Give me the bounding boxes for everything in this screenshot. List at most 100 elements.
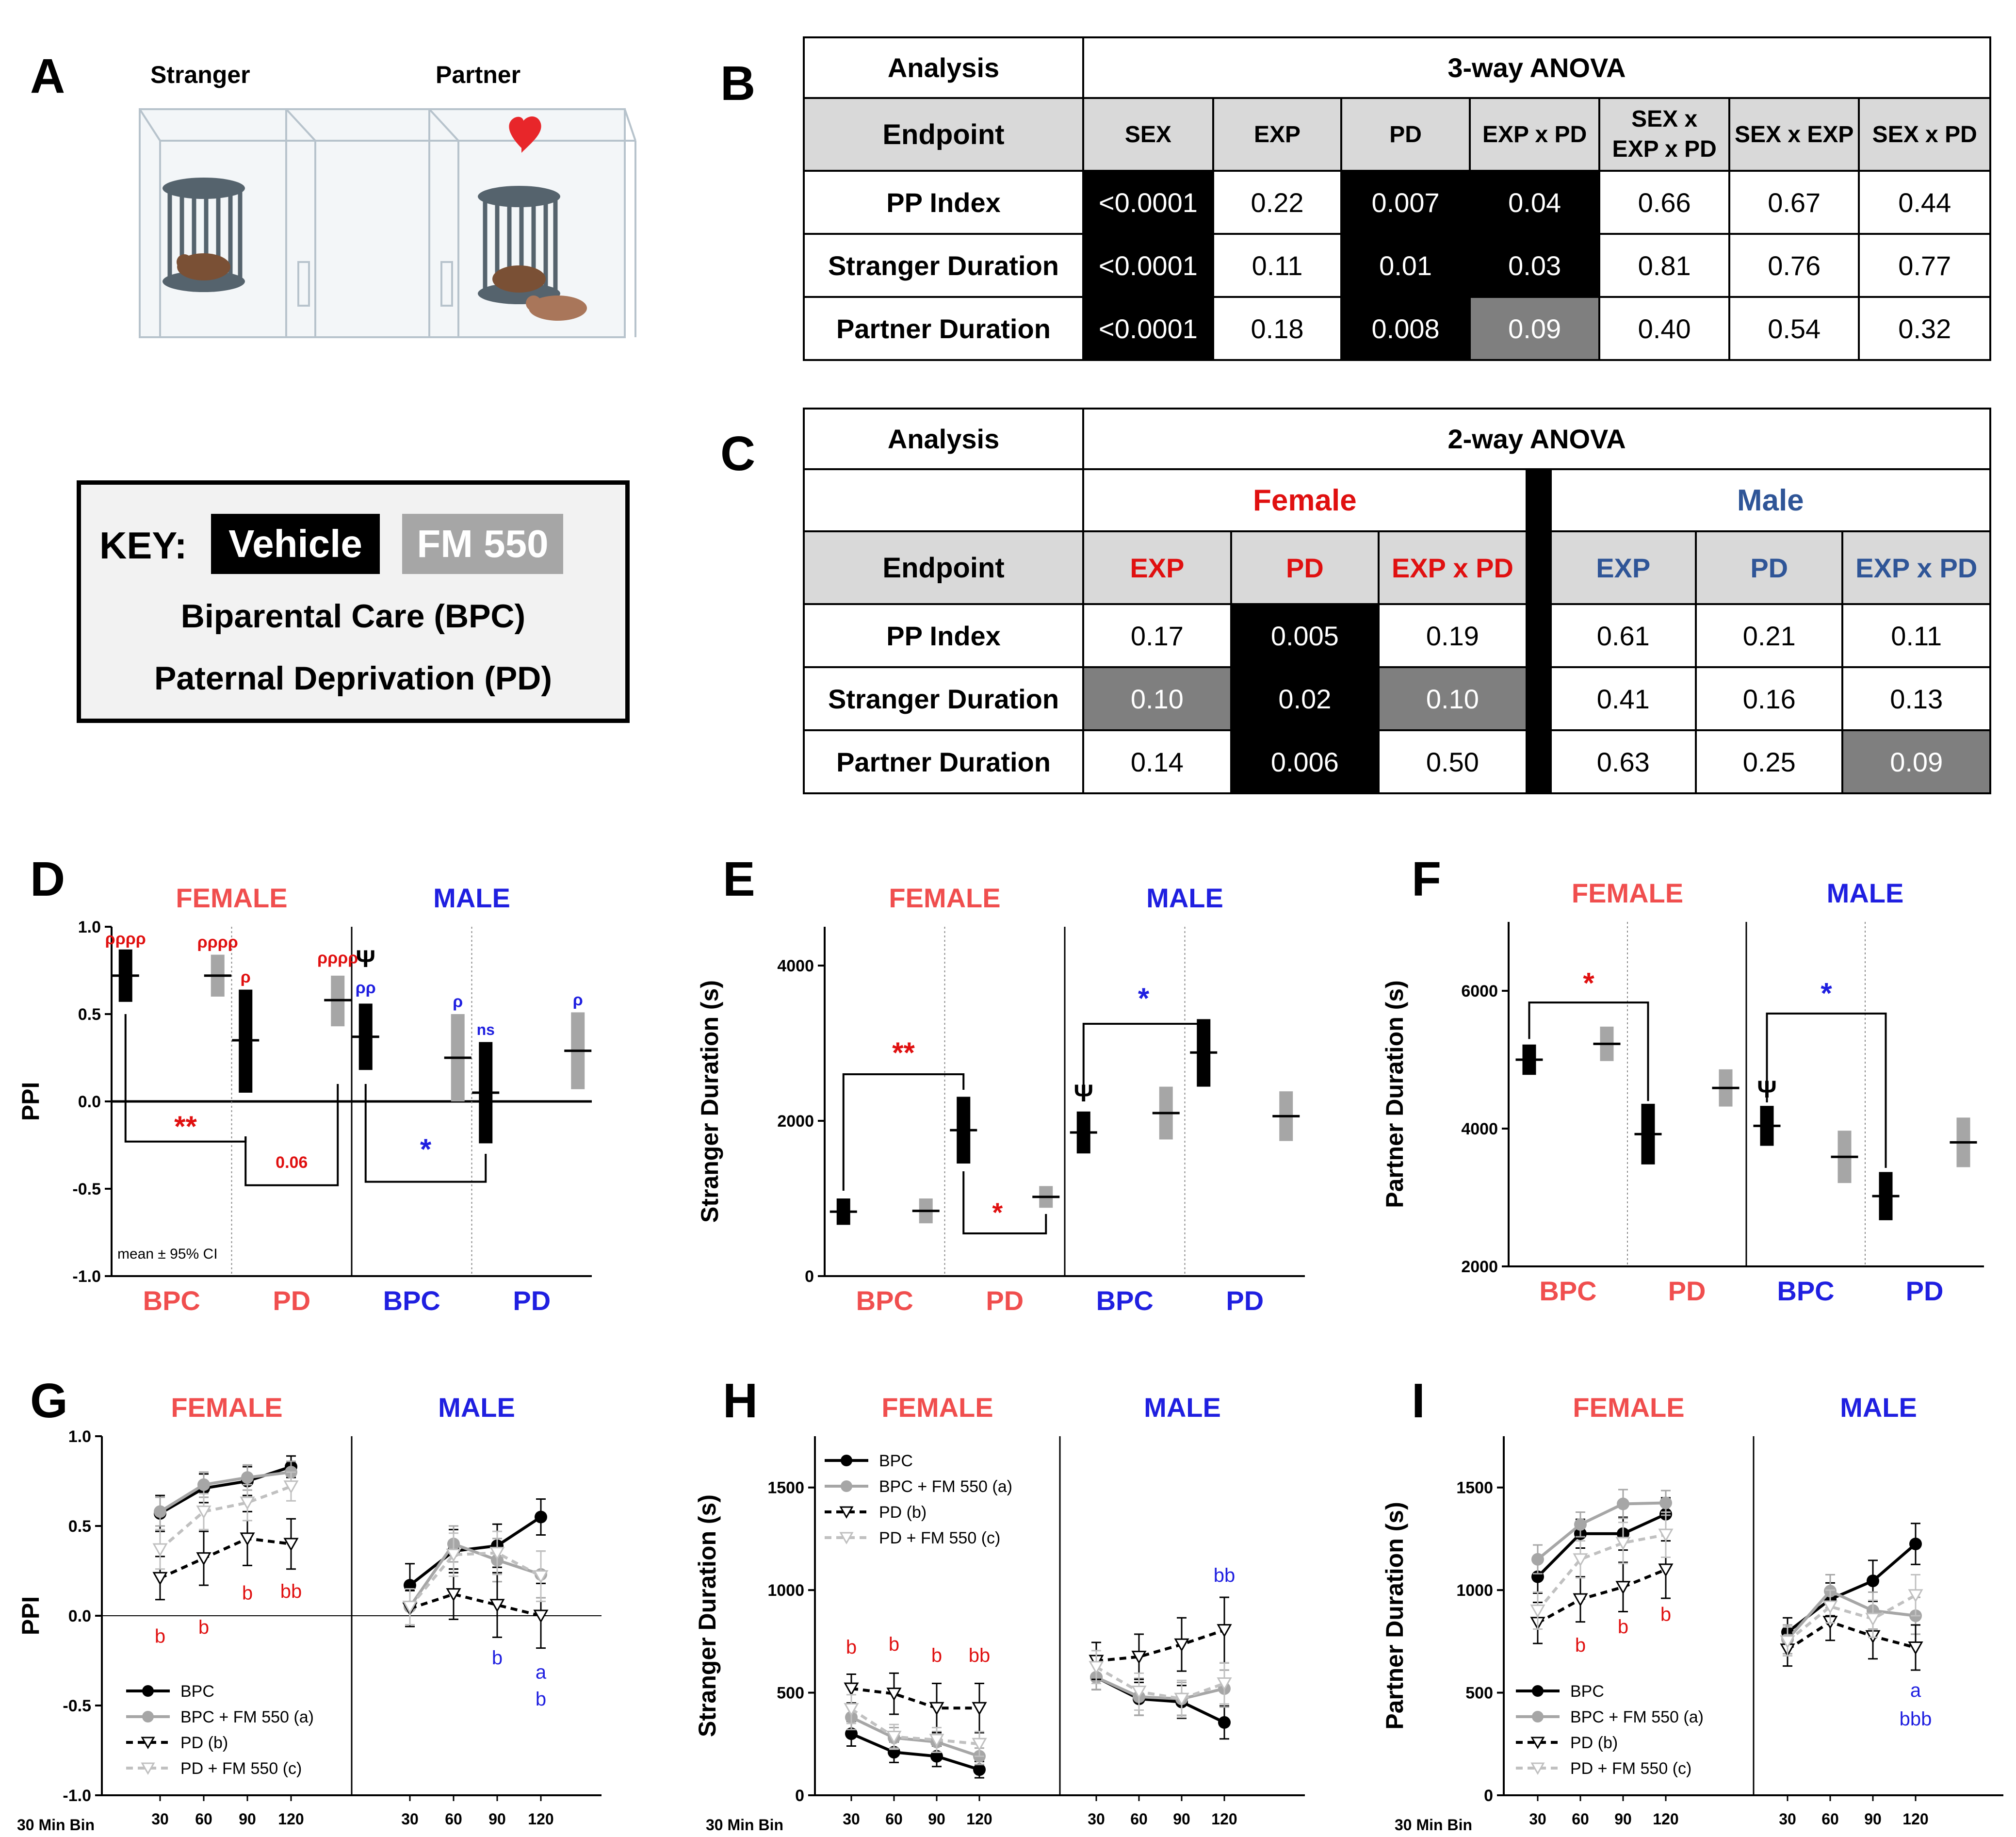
data-point — [283, 1538, 299, 1552]
sig-rho: ρ — [573, 991, 583, 1009]
x-group-label: PD — [273, 1285, 310, 1316]
data-point — [1617, 1497, 1629, 1510]
y-axis-label: PPI — [17, 1596, 44, 1636]
sig-stars: ** — [174, 1110, 197, 1143]
legend-label: PD + FM 550 (c) — [879, 1529, 1000, 1547]
series-line — [851, 1687, 979, 1710]
legend-marker — [839, 1532, 854, 1545]
key-vehicle-swatch: Vehicle — [211, 514, 380, 574]
sig-psi: Ψ — [1074, 1080, 1093, 1107]
data-point — [240, 1496, 255, 1510]
y-axis-label: Stranger Duration (s) — [696, 980, 723, 1223]
male-title: MALE — [1840, 1392, 1917, 1423]
x-tick-label: 120 — [278, 1810, 304, 1828]
panel-label-b: B — [720, 56, 756, 111]
cell-value: 0.50 — [1378, 729, 1528, 794]
data-point — [197, 1478, 210, 1491]
x-tick-label: 90 — [1173, 1810, 1190, 1828]
x-tick-label: 90 — [928, 1810, 945, 1828]
data-point — [1615, 1537, 1631, 1550]
y-tick-label: 4000 — [777, 957, 814, 975]
cell-value: 0.22 — [1212, 170, 1343, 235]
series-line — [1095, 1676, 1225, 1724]
y-tick-label: 0.5 — [68, 1517, 91, 1536]
cell-value: 0.10 — [1082, 666, 1232, 731]
series-line — [850, 1707, 980, 1746]
cell-value: 0.10 — [1378, 666, 1528, 731]
x-group-label: PD — [1226, 1285, 1264, 1316]
sig-rho: ρρρρ — [197, 933, 238, 951]
y-tick-label: 1000 — [1456, 1581, 1493, 1600]
chart-ppi-timecourse: 1.0 0.5 0.0 -0.5 -1.0 FEMALE MALE PPI 30 Min Bin… — [17, 1392, 602, 1834]
row-name: PP Index — [802, 603, 1085, 668]
y-tick-label: 2000 — [777, 1112, 814, 1131]
cell-value: 0.54 — [1728, 296, 1860, 361]
legend-marker — [142, 1685, 154, 1697]
x-tick-label: 90 — [239, 1810, 256, 1828]
data-point — [1174, 1638, 1189, 1652]
x-group-label: BPC — [1777, 1276, 1834, 1306]
data-point — [1908, 1641, 1923, 1655]
series-line — [1537, 1501, 1666, 1561]
cell-value: 0.19 — [1378, 603, 1528, 668]
panel-label-c: C — [720, 426, 756, 481]
panel-label-e: E — [723, 852, 755, 906]
legend-label: PD (b) — [879, 1503, 927, 1522]
sig-bracket — [1766, 1012, 1887, 1168]
x-tick-label: 120 — [1211, 1810, 1237, 1828]
data-point — [152, 1572, 168, 1586]
y-tick-label: -0.5 — [72, 1180, 101, 1198]
data-point — [1530, 1604, 1545, 1618]
x-tick-label: 30 — [1529, 1810, 1546, 1828]
y-tick-label: 500 — [1465, 1684, 1493, 1703]
chart-partner-summary: 6000 4000 2000 FEMALE MALE BPC PD BPC PD Partner … — [1381, 878, 1984, 1306]
y-tick-label: 0.5 — [78, 1005, 101, 1024]
legend-marker — [1530, 1762, 1545, 1775]
legend-label: PD + FM 550 (c) — [180, 1759, 302, 1778]
data-point — [1217, 1677, 1232, 1691]
legend-label: PD (b) — [180, 1734, 228, 1752]
data-point — [1131, 1685, 1147, 1699]
cell-value: 0.77 — [1858, 233, 1991, 298]
data-point — [446, 1548, 461, 1562]
x-tick-label: 30 — [843, 1810, 860, 1828]
x-group-label: PD — [1668, 1276, 1706, 1306]
sig-stars: ** — [892, 1036, 915, 1069]
sig-stars: * — [1821, 977, 1832, 1010]
x-tick-label: 120 — [1653, 1810, 1678, 1828]
data-point — [489, 1547, 505, 1560]
series-line — [1095, 1676, 1225, 1701]
cell-value: 0.17 — [1082, 603, 1232, 668]
legend-marker — [839, 1506, 854, 1519]
y-tick-label: 1500 — [1456, 1479, 1493, 1497]
y-tick-label: -1.0 — [63, 1787, 91, 1805]
sig-letter: a — [536, 1662, 547, 1683]
cell-value: 0.11 — [1212, 233, 1343, 298]
y-tick-label: 0.0 — [78, 1093, 101, 1111]
anova-title: 3-way ANOVA — [1082, 36, 1992, 99]
sig-psi: Ψ — [356, 945, 375, 972]
data-point — [1867, 1575, 1879, 1588]
x-axis-label: 30 Min Bin — [17, 1816, 95, 1834]
female-title: FEMALE — [176, 883, 287, 913]
data-point — [929, 1734, 944, 1747]
legend-marker — [1532, 1685, 1544, 1697]
series-line — [1536, 1512, 1667, 1578]
sig-letter: bb — [280, 1581, 302, 1602]
data-point — [972, 1738, 987, 1752]
x-tick-label: 120 — [1902, 1810, 1928, 1828]
data-point — [930, 1750, 943, 1763]
col-header: EXP — [1082, 530, 1232, 605]
x-group-label: BPC — [1539, 1276, 1596, 1306]
col-header: SEX x PD — [1858, 97, 1991, 172]
anova-title: 2-way ANOVA — [1082, 408, 1991, 470]
cell-value: 0.40 — [1598, 296, 1730, 361]
data-point — [196, 1505, 211, 1519]
x-tick-label: 120 — [528, 1810, 553, 1828]
series-line — [1536, 1533, 1666, 1612]
y-axis-label: PPI — [17, 1082, 44, 1121]
panel-label-a: A — [30, 49, 65, 103]
data-point — [196, 1552, 211, 1566]
col-header: EXP — [1212, 97, 1343, 172]
cell-value: 0.25 — [1694, 729, 1844, 794]
